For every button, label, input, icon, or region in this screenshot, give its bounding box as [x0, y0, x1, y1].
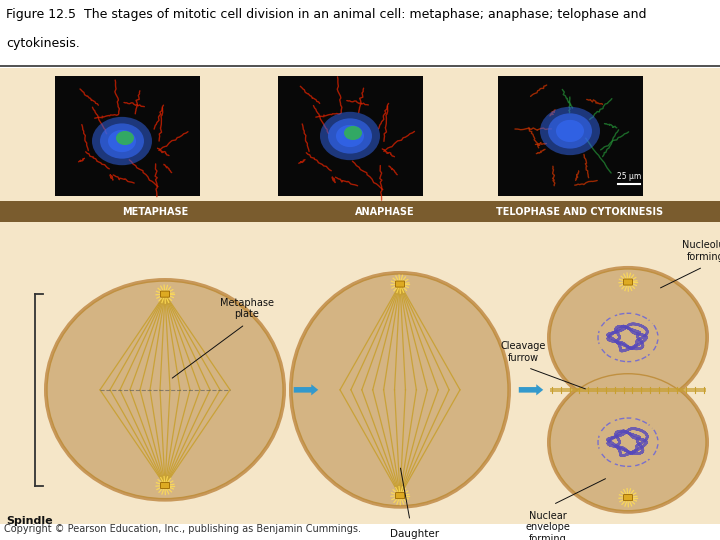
Ellipse shape: [611, 418, 616, 424]
Ellipse shape: [540, 107, 600, 155]
FancyBboxPatch shape: [438, 436, 452, 455]
Text: cytokinesis.: cytokinesis.: [6, 37, 79, 50]
Ellipse shape: [320, 112, 380, 160]
FancyBboxPatch shape: [146, 377, 154, 392]
Text: Nucleolus
forming: Nucleolus forming: [682, 240, 720, 262]
FancyBboxPatch shape: [109, 375, 119, 390]
FancyBboxPatch shape: [354, 431, 366, 450]
Ellipse shape: [631, 310, 635, 317]
Ellipse shape: [100, 124, 144, 159]
Ellipse shape: [556, 120, 584, 142]
Ellipse shape: [611, 460, 616, 467]
Text: Nuclear
envelope
forming: Nuclear envelope forming: [526, 511, 570, 540]
Text: METAPHASE: METAPHASE: [122, 206, 188, 217]
Ellipse shape: [289, 271, 511, 509]
Bar: [55, 76, 200, 197]
FancyBboxPatch shape: [132, 388, 140, 403]
Ellipse shape: [631, 463, 635, 469]
FancyBboxPatch shape: [400, 328, 410, 347]
Ellipse shape: [548, 113, 592, 148]
FancyBboxPatch shape: [395, 492, 405, 498]
FancyBboxPatch shape: [182, 380, 190, 395]
Ellipse shape: [92, 117, 152, 165]
Text: Cleavage
furrow: Cleavage furrow: [500, 341, 546, 363]
Text: 25 µm: 25 µm: [617, 172, 641, 181]
Bar: [0, 201, 720, 221]
Ellipse shape: [631, 415, 635, 422]
Text: Daughter
chromosomes: Daughter chromosomes: [379, 529, 451, 540]
Ellipse shape: [596, 448, 603, 453]
FancyBboxPatch shape: [213, 377, 223, 393]
Bar: [498, 76, 643, 197]
FancyBboxPatch shape: [422, 426, 434, 445]
FancyBboxPatch shape: [375, 441, 389, 460]
FancyBboxPatch shape: [354, 330, 366, 349]
Ellipse shape: [648, 319, 654, 325]
Ellipse shape: [336, 125, 364, 147]
FancyBboxPatch shape: [624, 495, 632, 501]
Ellipse shape: [47, 281, 283, 498]
Bar: [278, 76, 423, 197]
Ellipse shape: [108, 130, 136, 152]
Text: ANAPHASE: ANAPHASE: [355, 206, 415, 217]
FancyBboxPatch shape: [410, 419, 420, 437]
Ellipse shape: [611, 313, 616, 320]
Text: Metaphase
plate: Metaphase plate: [220, 298, 274, 319]
FancyBboxPatch shape: [115, 373, 125, 389]
Ellipse shape: [344, 126, 362, 140]
FancyBboxPatch shape: [158, 382, 166, 397]
Ellipse shape: [44, 278, 286, 502]
FancyBboxPatch shape: [197, 386, 207, 401]
FancyBboxPatch shape: [410, 342, 420, 361]
Ellipse shape: [596, 431, 603, 436]
FancyBboxPatch shape: [125, 387, 135, 402]
FancyBboxPatch shape: [375, 320, 389, 339]
Ellipse shape: [611, 355, 616, 362]
Ellipse shape: [596, 327, 603, 332]
Ellipse shape: [648, 424, 654, 429]
Text: TELOPHASE AND CYTOKINESIS: TELOPHASE AND CYTOKINESIS: [496, 206, 664, 217]
FancyBboxPatch shape: [624, 279, 632, 285]
FancyBboxPatch shape: [161, 291, 169, 297]
Bar: [550, 388, 706, 392]
Ellipse shape: [550, 374, 706, 511]
Text: Copyright © Pearson Education, Inc., publishing as Benjamin Cummings.: Copyright © Pearson Education, Inc., pub…: [4, 524, 361, 534]
Ellipse shape: [547, 370, 709, 514]
Ellipse shape: [631, 358, 635, 365]
FancyBboxPatch shape: [395, 281, 405, 287]
Ellipse shape: [550, 269, 706, 406]
Text: Figure 12.5  The stages of mitotic cell division in an animal cell: metaphase; a: Figure 12.5 The stages of mitotic cell d…: [6, 8, 647, 21]
FancyBboxPatch shape: [400, 433, 410, 451]
FancyBboxPatch shape: [161, 483, 169, 489]
FancyBboxPatch shape: [140, 377, 148, 393]
Ellipse shape: [654, 440, 662, 444]
FancyBboxPatch shape: [192, 387, 201, 402]
FancyBboxPatch shape: [165, 382, 171, 397]
Ellipse shape: [547, 266, 709, 409]
Ellipse shape: [648, 350, 654, 356]
Ellipse shape: [292, 274, 508, 505]
Ellipse shape: [116, 131, 134, 145]
Ellipse shape: [654, 335, 662, 340]
FancyBboxPatch shape: [207, 375, 217, 391]
FancyBboxPatch shape: [362, 345, 378, 364]
FancyBboxPatch shape: [362, 415, 378, 435]
Text: Spindle: Spindle: [6, 516, 53, 526]
FancyBboxPatch shape: [438, 325, 452, 344]
Ellipse shape: [648, 455, 654, 461]
Ellipse shape: [596, 343, 603, 348]
FancyBboxPatch shape: [422, 335, 434, 354]
Ellipse shape: [328, 118, 372, 153]
FancyBboxPatch shape: [176, 379, 184, 394]
